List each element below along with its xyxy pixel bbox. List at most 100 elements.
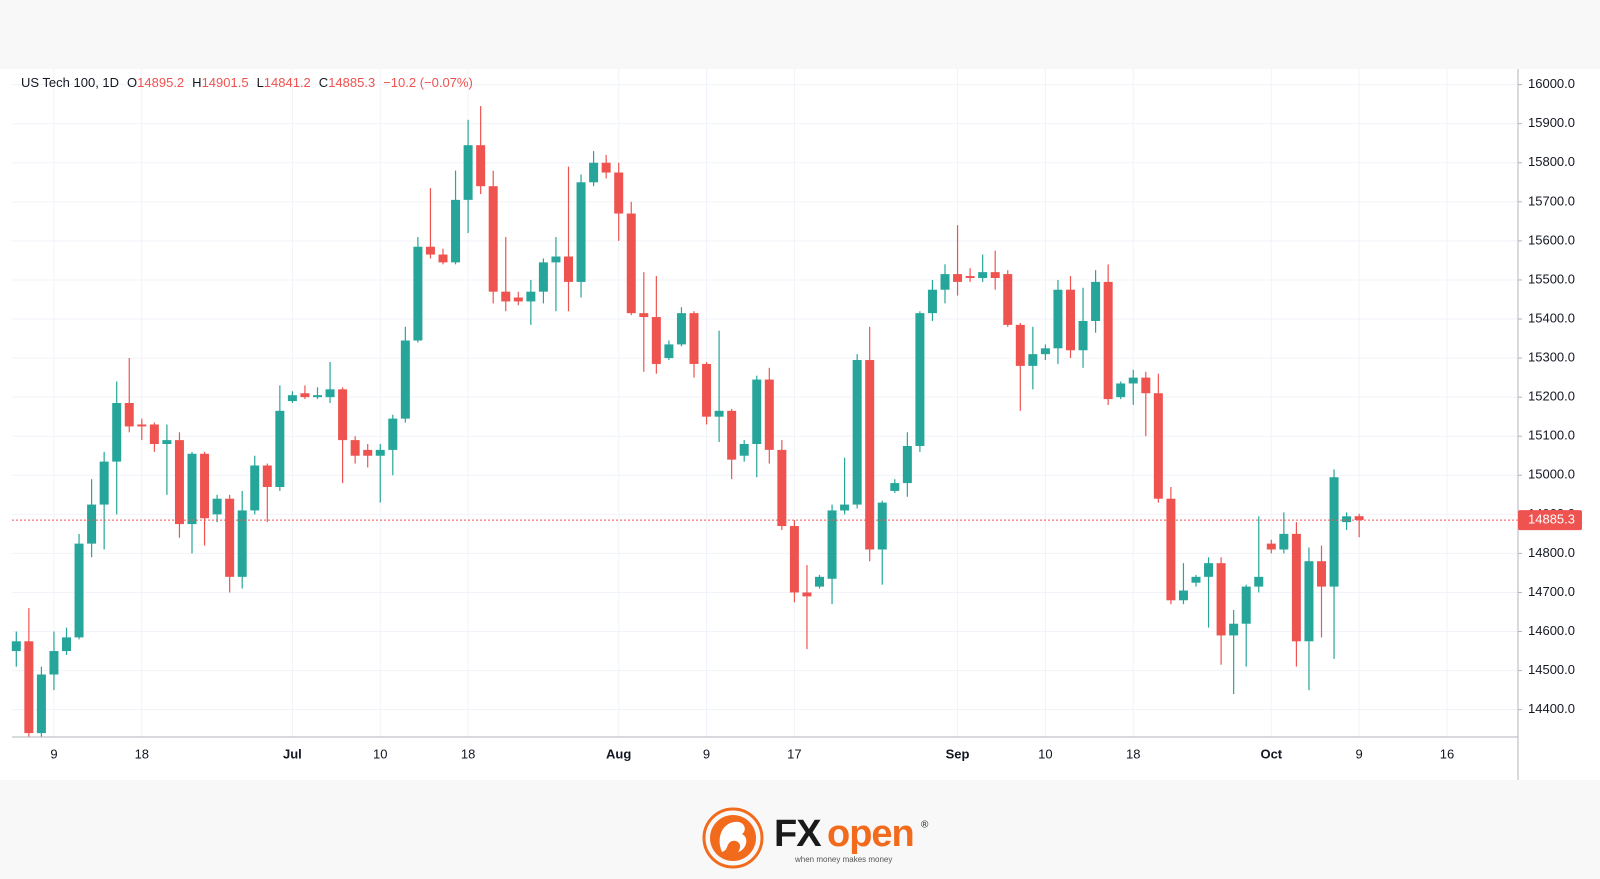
y-tick-label: 15300.0 — [1528, 350, 1575, 365]
ohlc-value: 14841.2 — [264, 75, 311, 90]
candle-body — [112, 403, 122, 462]
candle-body — [739, 444, 749, 456]
candle-body — [237, 510, 247, 577]
last-price-label: 14885.3 — [1528, 512, 1575, 527]
x-tick-label: 10 — [1038, 746, 1052, 761]
candle-body — [890, 483, 900, 491]
candle-body — [1166, 498, 1176, 601]
candle-body — [388, 418, 398, 450]
candle-body — [664, 344, 674, 359]
candle-body — [36, 674, 46, 734]
y-tick-label: 14500.0 — [1528, 662, 1575, 677]
x-tick-label: 10 — [373, 746, 387, 761]
candle-body — [375, 449, 385, 456]
candle-body — [476, 145, 486, 187]
candle-body — [451, 199, 461, 263]
x-tick-label: 17 — [787, 746, 801, 761]
logo-ring — [702, 807, 764, 869]
grid-layer — [12, 69, 1518, 737]
candle-layer — [11, 106, 1518, 737]
x-tick-label: 9 — [703, 746, 710, 761]
candle-body — [865, 360, 875, 550]
x-tick-label: 18 — [135, 746, 149, 761]
candle-body — [589, 162, 599, 183]
candle-body — [978, 272, 988, 278]
candle-body — [275, 410, 285, 487]
x-tick-label: 18 — [461, 746, 475, 761]
candle-body — [777, 449, 787, 527]
y-tick-label: 14400.0 — [1528, 701, 1575, 716]
logo-bull — [719, 821, 747, 852]
candle-body — [927, 289, 937, 314]
y-tick-label: 14600.0 — [1528, 623, 1575, 638]
candle-body — [1053, 289, 1063, 349]
chart-panel — [0, 69, 1600, 780]
candle-body — [1015, 324, 1025, 366]
candle-body — [990, 272, 1000, 278]
candle-body — [1304, 561, 1314, 642]
candle-body — [74, 543, 84, 638]
candle-body — [1066, 289, 1075, 351]
x-tick-label: Aug — [606, 746, 631, 761]
candle-body — [313, 395, 322, 398]
candle-body — [601, 162, 611, 173]
candle-body — [852, 360, 862, 505]
candle-body — [727, 410, 737, 460]
candle-body — [11, 641, 21, 652]
candle-body — [1153, 393, 1163, 499]
ohlc-value: 14885.3 — [328, 75, 375, 90]
brand-name-dark: FX — [774, 813, 822, 855]
ohlc-key: C — [319, 75, 328, 90]
candle-body — [953, 274, 963, 282]
y-tick-label: 15000.0 — [1528, 467, 1575, 482]
candle-body — [300, 393, 310, 398]
candle-body — [538, 262, 548, 292]
candle-body — [438, 254, 448, 263]
candle-body — [840, 504, 850, 511]
candle-body — [689, 313, 699, 364]
ohlc-value: 14895.2 — [137, 75, 184, 90]
x-tick-label: 16 — [1440, 746, 1454, 761]
candle-body — [325, 389, 335, 398]
candle-body — [174, 440, 184, 525]
candle-body — [350, 440, 360, 456]
candle-body — [1354, 516, 1364, 521]
candle-body — [1266, 543, 1276, 550]
y-tick-label: 15400.0 — [1528, 310, 1575, 325]
candle-body — [815, 576, 824, 587]
brand-registered: ® — [921, 820, 929, 831]
candle-body — [225, 498, 235, 577]
candle-body — [1329, 477, 1339, 587]
last-price-tag — [1518, 510, 1582, 531]
candle-body — [915, 313, 925, 446]
candle-body — [1091, 281, 1101, 321]
candle-body — [463, 145, 473, 200]
x-tick-label: 18 — [1126, 746, 1140, 761]
candle-body — [702, 363, 712, 417]
candle-body — [576, 182, 586, 282]
x-tick-label: 9 — [50, 746, 57, 761]
candle-body — [262, 465, 272, 487]
candle-body — [1317, 561, 1326, 587]
candle-body — [87, 504, 97, 544]
ohlc-key: O — [127, 75, 137, 90]
brand-name-orange: open — [827, 813, 914, 855]
candle-body — [626, 213, 636, 314]
candle-body — [651, 317, 661, 364]
candle-body — [124, 403, 134, 427]
candle-body — [714, 410, 724, 417]
candle-body — [149, 424, 159, 445]
candle-body — [212, 498, 222, 515]
y-tick-label: 15100.0 — [1528, 428, 1575, 443]
chart-header: US Tech 100, 1D O14895.2 H14901.5 L14841.2 C… — [21, 75, 473, 90]
candle-body — [1103, 281, 1113, 400]
candle-body — [338, 389, 348, 441]
candle-body — [99, 461, 109, 505]
candle-body — [902, 445, 912, 484]
candle-body — [162, 440, 172, 445]
candle-body — [1116, 383, 1126, 398]
x-tick-label: Oct — [1260, 746, 1282, 761]
candle-body — [764, 379, 774, 450]
